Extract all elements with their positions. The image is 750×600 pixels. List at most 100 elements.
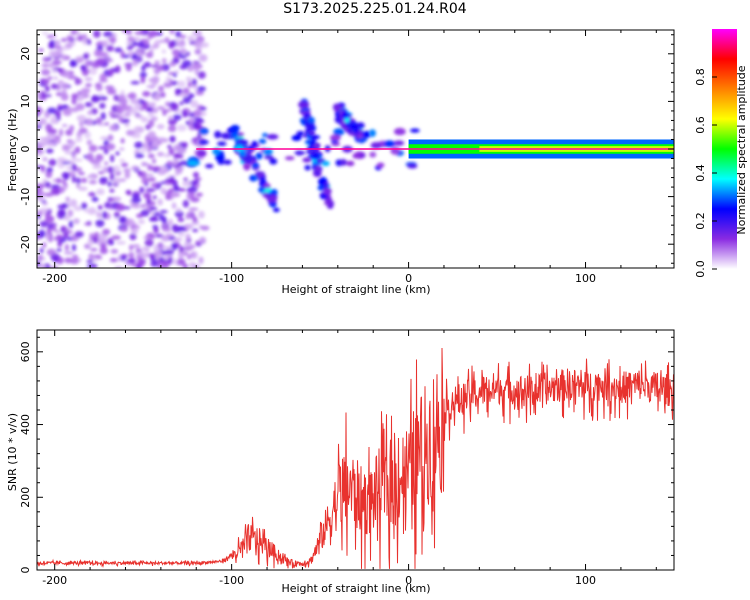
onset-blob xyxy=(239,140,249,145)
onset-blob xyxy=(212,148,221,156)
noise-blob xyxy=(196,120,201,129)
noise-blob xyxy=(75,31,82,36)
noise-blob xyxy=(38,229,46,238)
onset-blob xyxy=(266,134,279,140)
noise-blob xyxy=(176,258,186,266)
noise-blob xyxy=(60,38,67,42)
snr-ticks: -200 -100 0 100 0 200 400 600 xyxy=(19,330,674,587)
noise-blob xyxy=(164,249,175,255)
noise-blob xyxy=(41,63,50,68)
x-tick-label: -200 xyxy=(42,272,67,285)
snr-series-line xyxy=(37,347,674,569)
noise-blob xyxy=(153,227,159,234)
noise-blob xyxy=(159,210,168,214)
noise-blob xyxy=(178,93,188,97)
noise-blob xyxy=(198,210,205,219)
spectrogram-marks xyxy=(37,30,674,268)
noise-blob xyxy=(107,134,114,142)
noise-blob xyxy=(145,173,154,177)
noise-blob xyxy=(194,68,200,76)
y-tick-label: 10 xyxy=(19,94,32,108)
noise-blob xyxy=(45,170,53,179)
noise-blob xyxy=(61,46,69,51)
noise-blob xyxy=(103,148,109,155)
noise-blob xyxy=(71,254,79,263)
noise-blob xyxy=(152,195,157,200)
onset-blob xyxy=(329,134,341,141)
noise-blob xyxy=(128,251,135,259)
trace-blob xyxy=(323,187,332,195)
onset-blob xyxy=(296,130,305,137)
trace-blob xyxy=(305,123,314,130)
noise-blob xyxy=(190,251,198,260)
onset-blob xyxy=(291,134,302,142)
noise-blob xyxy=(177,187,186,192)
noise-blob xyxy=(37,254,44,261)
trace-blob xyxy=(298,101,308,109)
noise-blob xyxy=(176,41,186,48)
noise-blob xyxy=(193,62,200,70)
noise-blob xyxy=(178,245,185,253)
onset-blob xyxy=(199,128,209,134)
noise-blob xyxy=(152,225,159,229)
noise-blob xyxy=(48,248,55,255)
noise-blob xyxy=(157,198,163,206)
noise-blob xyxy=(120,226,127,232)
noise-blob xyxy=(164,37,170,44)
noise-blob xyxy=(80,64,87,72)
noise-blob xyxy=(145,188,156,193)
noise-blob xyxy=(185,211,196,219)
onset-blob xyxy=(258,138,267,144)
noise-blob xyxy=(119,98,129,105)
noise-blob xyxy=(140,148,147,153)
noise-blob xyxy=(80,177,88,183)
noise-blob xyxy=(101,211,108,219)
noise-blob xyxy=(82,39,88,46)
noise-blob xyxy=(69,107,79,113)
noise-blob xyxy=(174,70,179,74)
noise-blob xyxy=(169,79,174,83)
noise-blob xyxy=(126,40,133,46)
onset-blob xyxy=(262,148,273,156)
noise-blob xyxy=(44,215,55,223)
noise-blob xyxy=(69,160,75,164)
noise-blob xyxy=(160,235,171,242)
noise-blob xyxy=(130,99,141,105)
noise-blob xyxy=(158,165,168,171)
trace-blob xyxy=(318,178,325,186)
noise-blob xyxy=(168,62,176,67)
noise-blob xyxy=(130,202,140,208)
noise-blob xyxy=(129,244,134,251)
noise-blob xyxy=(162,111,167,116)
trace-blob xyxy=(324,196,333,202)
noise-blob xyxy=(100,51,109,58)
noise-blob xyxy=(147,177,156,182)
tone-line xyxy=(196,139,674,159)
noise-blob xyxy=(99,102,106,109)
y-tick-label: -20 xyxy=(19,235,32,253)
noise-blob xyxy=(162,261,170,268)
noise-blob xyxy=(44,94,52,98)
noise-blob xyxy=(60,179,67,183)
trace-blob xyxy=(314,165,322,174)
noise-blob xyxy=(97,146,107,150)
noise-blob xyxy=(201,42,209,48)
y-tick-label: 400 xyxy=(19,414,32,435)
noise-blob xyxy=(190,197,200,203)
noise-blob xyxy=(190,99,199,108)
noise-blob xyxy=(109,124,118,132)
noise-blob xyxy=(164,101,171,107)
noise-blob xyxy=(188,207,199,211)
noise-blob xyxy=(119,158,126,163)
noise-blob xyxy=(124,218,135,225)
noise-blob xyxy=(109,188,115,193)
trace-blob xyxy=(267,194,278,203)
noise-blob xyxy=(167,124,177,133)
chart-title: S173.2025.225.01.24.R04 xyxy=(283,1,467,17)
noise-blob xyxy=(115,151,120,156)
noise-blob xyxy=(52,60,62,65)
noise-blob xyxy=(71,243,77,252)
noise-blob xyxy=(150,64,159,68)
noise-blob xyxy=(66,201,73,208)
noise-blob xyxy=(141,246,149,251)
